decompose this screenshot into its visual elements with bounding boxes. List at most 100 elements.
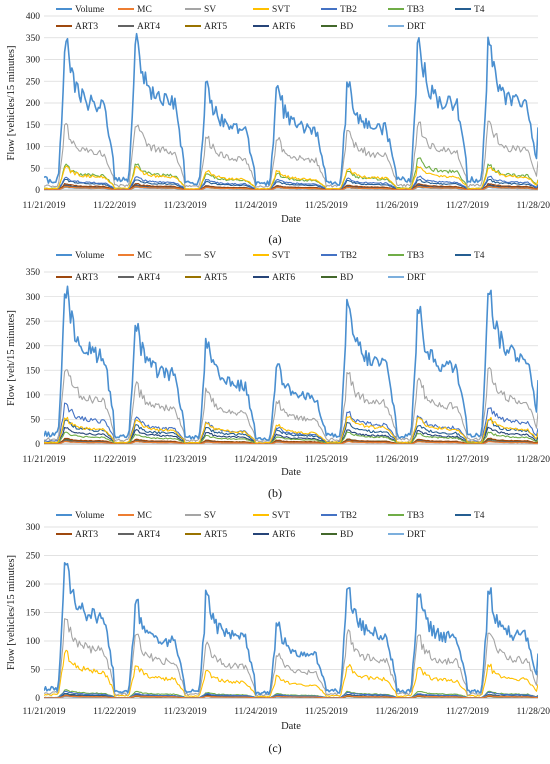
x-tick-label: 11/27/2019 [446,201,489,211]
y-tick-label: 200 [26,580,41,590]
panel-caption: (b) [268,486,282,500]
y-axis-label: Flow [vehicles/15 minutes] [6,555,17,670]
legend-label: SV [204,511,216,521]
legend-label: T4 [474,511,485,521]
y-tick-label: 50 [31,164,41,174]
legend: Volume MC SV SVT TB2 TB3 T4 ART3 ART4 ART5 ART6 BD D… [56,511,485,540]
y-tick-label: 250 [26,77,41,87]
series-group [44,562,538,698]
legend-label: T4 [474,5,485,15]
legend-label: DRT [407,273,426,283]
legend-label: TB2 [340,5,357,15]
x-tick-label: 11/27/2019 [446,455,489,465]
legend-label: BD [340,273,353,283]
x-tick-label: 11/24/2019 [234,455,277,465]
legend-label: SV [204,251,216,261]
legend-label: ART3 [75,22,98,32]
y-tick-label: 300 [26,523,41,533]
y-tick-label: 0 [35,186,40,196]
series-line-svt [44,165,538,190]
x-tick-label: 11/22/2019 [93,455,136,465]
x-tick-label: 11/25/2019 [305,707,348,717]
series-group [44,32,538,190]
x-tick-label: 11/25/2019 [305,455,348,465]
x-tick-label: 11/23/2019 [164,455,207,465]
x-tick-label: 11/25/2019 [305,201,348,211]
legend-label: BD [340,530,353,540]
legend-label: MC [137,251,152,261]
legend-label: SV [204,5,216,15]
legend-label: TB3 [407,251,424,261]
x-tick-label: 11/26/2019 [375,455,418,465]
y-tick-label: 350 [26,268,41,278]
x-tick-label: 11/23/2019 [164,201,207,211]
legend-label: DRT [407,530,426,540]
x-tick-label: 11/28/2019 [517,455,550,465]
y-tick-label: 250 [26,317,41,327]
y-tick-label: 150 [26,366,41,376]
y-tick-label: 100 [26,391,41,401]
series-line-volume [44,562,538,696]
y-tick-label: 0 [35,440,40,450]
legend-label: SVT [272,511,290,521]
legend-label: ART5 [204,22,227,32]
y-tick-label: 200 [26,99,41,109]
legend-label: ART3 [75,273,98,283]
legend-label: Volume [75,5,104,15]
x-tick-label: 11/22/2019 [93,707,136,717]
legend-label: Volume [75,511,104,521]
y-tick-label: 400 [26,12,41,22]
x-tick-label: 11/21/2019 [23,707,66,717]
legend-label: BD [340,22,353,32]
y-tick-label: 50 [31,416,41,426]
panel-caption: (c) [268,741,281,755]
legend-label: T4 [474,251,485,261]
legend-label: Volume [75,251,104,261]
y-tick-label: 100 [26,143,41,153]
x-axis-label: Date [281,214,301,225]
legend-label: DRT [407,22,426,32]
legend-label: SVT [272,251,290,261]
x-tick-label: 11/26/2019 [375,707,418,717]
y-axis-label: Flow [veh/15 minutes] [6,310,17,406]
y-tick-label: 250 [26,552,41,562]
series-line-volume [44,285,538,441]
series-line-mc [44,441,538,444]
y-tick-label: 350 [26,34,41,44]
series-line-mc [44,695,538,698]
x-tick-label: 11/21/2019 [23,455,66,465]
x-tick-label: 11/23/2019 [164,707,207,717]
legend-label: ART6 [272,22,295,32]
series-line-sv [44,120,538,188]
legend-label: ART5 [204,273,227,283]
series-line-sv [44,618,538,697]
x-tick-label: 11/22/2019 [93,201,136,211]
series-line-svt [44,649,538,698]
series-line-tb3 [44,431,538,444]
x-tick-label: 11/27/2019 [446,707,489,717]
legend-label: ART4 [137,530,160,540]
series-group [44,285,538,444]
x-tick-label: 11/28/2019 [517,707,550,717]
chart-panel-2: 0 50 100 150 200 250 300 350 11/21/2019 11/22/201… [6,251,550,500]
y-tick-label: 300 [26,293,41,303]
legend-label: ART5 [204,530,227,540]
legend-label: MC [137,5,152,15]
y-tick-label: 50 [31,666,41,676]
legend-label: ART6 [272,530,295,540]
y-tick-label: 150 [26,609,41,619]
panel-caption: (a) [268,232,281,246]
chart-panel-1: 0 50 100 150 200 250 300 350 400 11/21/2019 11/22/… [6,5,550,246]
series-line-volume [44,32,538,187]
legend-label: ART4 [137,273,160,283]
legend-label: ART3 [75,530,98,540]
x-tick-label: 11/26/2019 [375,201,418,211]
x-axis-label: Date [281,721,301,732]
series-line-mc [44,185,538,190]
x-tick-label: 11/24/2019 [234,707,277,717]
y-tick-label: 300 [26,56,41,66]
legend-label: SVT [272,5,290,15]
legend: Volume MC SV SVT TB2 TB3 T4 ART3 ART4 ART5 ART6 BD D… [56,5,485,32]
y-tick-label: 150 [26,121,41,131]
